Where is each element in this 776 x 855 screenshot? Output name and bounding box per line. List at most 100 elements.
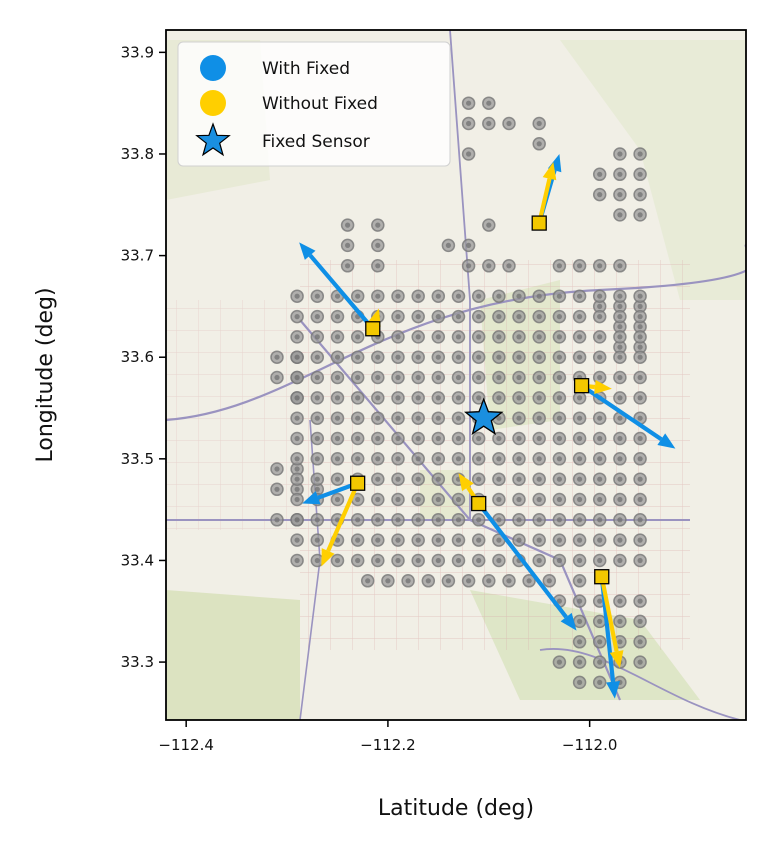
candidate-point-core	[617, 476, 623, 482]
candidate-point-core	[294, 537, 300, 543]
candidate-point-core	[314, 537, 320, 543]
candidate-point-core	[506, 120, 512, 127]
candidate-point-core	[435, 293, 441, 299]
candidate-point-core	[334, 314, 341, 320]
candidate-point-core	[375, 537, 381, 543]
candidate-point-core	[617, 354, 623, 360]
candidate-point-core	[536, 517, 542, 523]
candidate-point-core	[496, 334, 502, 340]
candidate-point-core	[455, 334, 462, 340]
candidate-point-core	[536, 557, 542, 564]
candidate-point-core	[455, 435, 462, 442]
candidate-point-core	[375, 263, 381, 269]
sensor-square	[573, 378, 590, 394]
candidate-point-core	[516, 456, 522, 462]
arrow-with-fixed-head	[560, 612, 577, 631]
candidate-point-core	[617, 303, 623, 309]
candidate-point-core	[637, 354, 643, 360]
candidate-point-core	[294, 395, 300, 401]
candidate-point-core	[536, 141, 542, 147]
arrow-without-fixed-head	[594, 380, 612, 394]
candidate-point-core	[536, 314, 542, 320]
candidate-point-core	[334, 517, 341, 523]
candidate-point-core	[597, 263, 603, 269]
candidate-point-core	[496, 354, 502, 360]
candidate-point-core	[556, 374, 563, 381]
y-tick-label: 33.3	[121, 653, 154, 671]
candidate-point-core	[395, 557, 401, 564]
candidate-point-core	[577, 314, 583, 320]
candidate-point-core	[466, 151, 472, 157]
candidate-point-core	[314, 415, 320, 421]
candidate-point-core	[314, 374, 320, 381]
candidate-point-core	[637, 151, 643, 157]
candidate-point-core	[375, 476, 381, 482]
candidate-point-core	[395, 354, 401, 360]
candidate-point-core	[466, 242, 472, 248]
candidate-point-core	[577, 679, 583, 686]
candidate-point-core	[506, 578, 512, 584]
candidate-point-core	[375, 222, 381, 228]
candidate-point-core	[617, 496, 623, 503]
candidate-point-core	[365, 578, 371, 584]
candidate-point-core	[445, 578, 451, 584]
candidate-point-core	[496, 456, 502, 462]
candidate-point-core	[617, 435, 623, 442]
candidate-point-core	[395, 517, 401, 523]
candidate-point-core	[466, 578, 472, 584]
x-axis-ticks: −112.4 −112.2 −112.0	[158, 720, 617, 754]
candidate-point-core	[556, 293, 563, 299]
candidate-point-core	[415, 496, 421, 503]
candidate-point-core	[455, 374, 462, 381]
candidate-point-core	[435, 557, 441, 564]
candidate-point-core	[506, 263, 512, 269]
candidate-point-core	[617, 598, 623, 604]
candidate-point-core	[556, 537, 563, 543]
candidate-point-core	[274, 466, 280, 472]
candidate-point-core	[536, 354, 542, 360]
candidate-point-core	[637, 344, 643, 350]
candidate-point-core	[516, 476, 522, 482]
candidate-point-core	[435, 456, 441, 462]
map-highway	[449, 30, 471, 520]
candidate-point-core	[516, 517, 522, 523]
candidate-point-core	[294, 517, 300, 523]
candidate-point-core	[496, 557, 502, 564]
candidate-point-core	[476, 476, 482, 482]
candidate-point-core	[314, 435, 320, 442]
candidate-point-core	[274, 354, 280, 360]
candidate-point-core	[314, 456, 320, 462]
candidate-point-core	[597, 496, 603, 503]
candidate-point-core	[617, 537, 623, 543]
sensor-square	[531, 215, 547, 231]
candidate-point-core	[294, 557, 300, 564]
candidate-point-core	[496, 476, 502, 482]
candidate-point-core	[577, 659, 583, 665]
candidate-point-core	[536, 334, 542, 340]
candidate-point-core	[597, 679, 603, 686]
candidate-point-core	[445, 242, 451, 248]
candidate-point-core	[597, 435, 603, 442]
candidate-point-core	[597, 303, 603, 309]
candidate-point-core	[577, 557, 583, 564]
candidate-point-core	[294, 293, 300, 299]
candidate-point-core	[536, 496, 542, 503]
y-tick-label: 33.5	[121, 450, 154, 468]
candidate-point-core	[405, 578, 411, 584]
candidate-point-core	[637, 517, 643, 523]
candidate-point-core	[577, 354, 583, 360]
candidate-point-core	[526, 578, 532, 584]
candidate-point-core	[516, 374, 522, 381]
candidate-point-core	[556, 496, 563, 503]
candidate-point-core	[617, 344, 623, 350]
sensor-square	[594, 569, 610, 585]
candidate-point-core	[334, 415, 341, 421]
candidate-point-core	[476, 395, 482, 401]
candidate-point-core	[375, 496, 381, 503]
candidate-point-core	[294, 374, 300, 381]
candidate-point-core	[294, 486, 300, 492]
candidate-point-core	[556, 456, 563, 462]
candidate-point-core	[637, 659, 643, 665]
candidate-point-core	[496, 415, 502, 421]
candidate-point-core	[355, 415, 361, 421]
